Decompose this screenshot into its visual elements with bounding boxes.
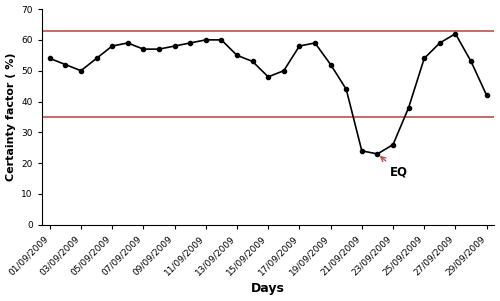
- Text: EQ: EQ: [380, 157, 408, 178]
- X-axis label: Days: Days: [251, 282, 285, 296]
- Y-axis label: Certainty factor ( %): Certainty factor ( %): [6, 53, 16, 181]
